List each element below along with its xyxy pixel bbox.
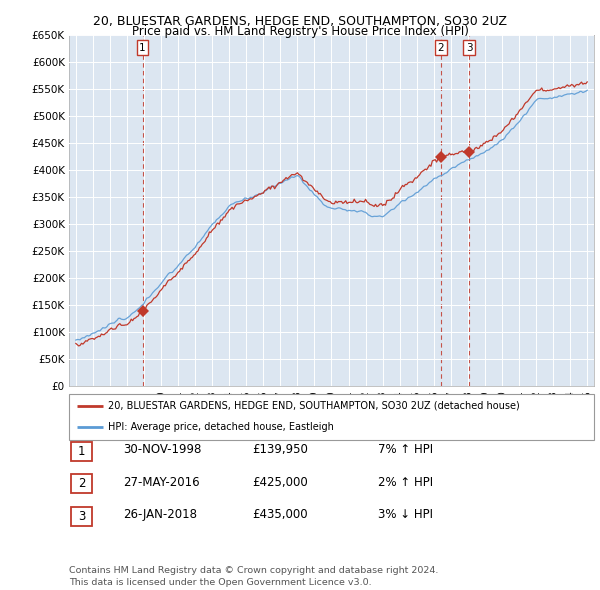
- Text: £435,000: £435,000: [252, 508, 308, 521]
- Text: £425,000: £425,000: [252, 476, 308, 489]
- Bar: [71, 442, 92, 461]
- Text: 20, BLUESTAR GARDENS, HEDGE END, SOUTHAMPTON, SO30 2UZ: 20, BLUESTAR GARDENS, HEDGE END, SOUTHAM…: [93, 15, 507, 28]
- Text: 26-JAN-2018: 26-JAN-2018: [123, 508, 197, 521]
- Text: HPI: Average price, detached house, Eastleigh: HPI: Average price, detached house, East…: [109, 422, 334, 432]
- Text: 3% ↓ HPI: 3% ↓ HPI: [378, 508, 433, 521]
- Text: 27-MAY-2016: 27-MAY-2016: [123, 476, 200, 489]
- Text: Contains HM Land Registry data © Crown copyright and database right 2024.
This d: Contains HM Land Registry data © Crown c…: [69, 566, 439, 587]
- Text: 1: 1: [78, 445, 85, 458]
- Text: 30-NOV-1998: 30-NOV-1998: [123, 443, 202, 456]
- Text: 3: 3: [466, 42, 473, 53]
- Text: 7% ↑ HPI: 7% ↑ HPI: [378, 443, 433, 456]
- Text: 20, BLUESTAR GARDENS, HEDGE END, SOUTHAMPTON, SO30 2UZ (detached house): 20, BLUESTAR GARDENS, HEDGE END, SOUTHAM…: [109, 401, 520, 411]
- Text: 2: 2: [78, 477, 85, 490]
- Bar: [71, 507, 92, 526]
- Text: 3: 3: [78, 510, 85, 523]
- Text: 1: 1: [139, 42, 146, 53]
- Text: 2: 2: [437, 42, 444, 53]
- Bar: [71, 474, 92, 493]
- Text: Price paid vs. HM Land Registry's House Price Index (HPI): Price paid vs. HM Land Registry's House …: [131, 25, 469, 38]
- Text: £139,950: £139,950: [252, 443, 308, 456]
- Text: 2% ↑ HPI: 2% ↑ HPI: [378, 476, 433, 489]
